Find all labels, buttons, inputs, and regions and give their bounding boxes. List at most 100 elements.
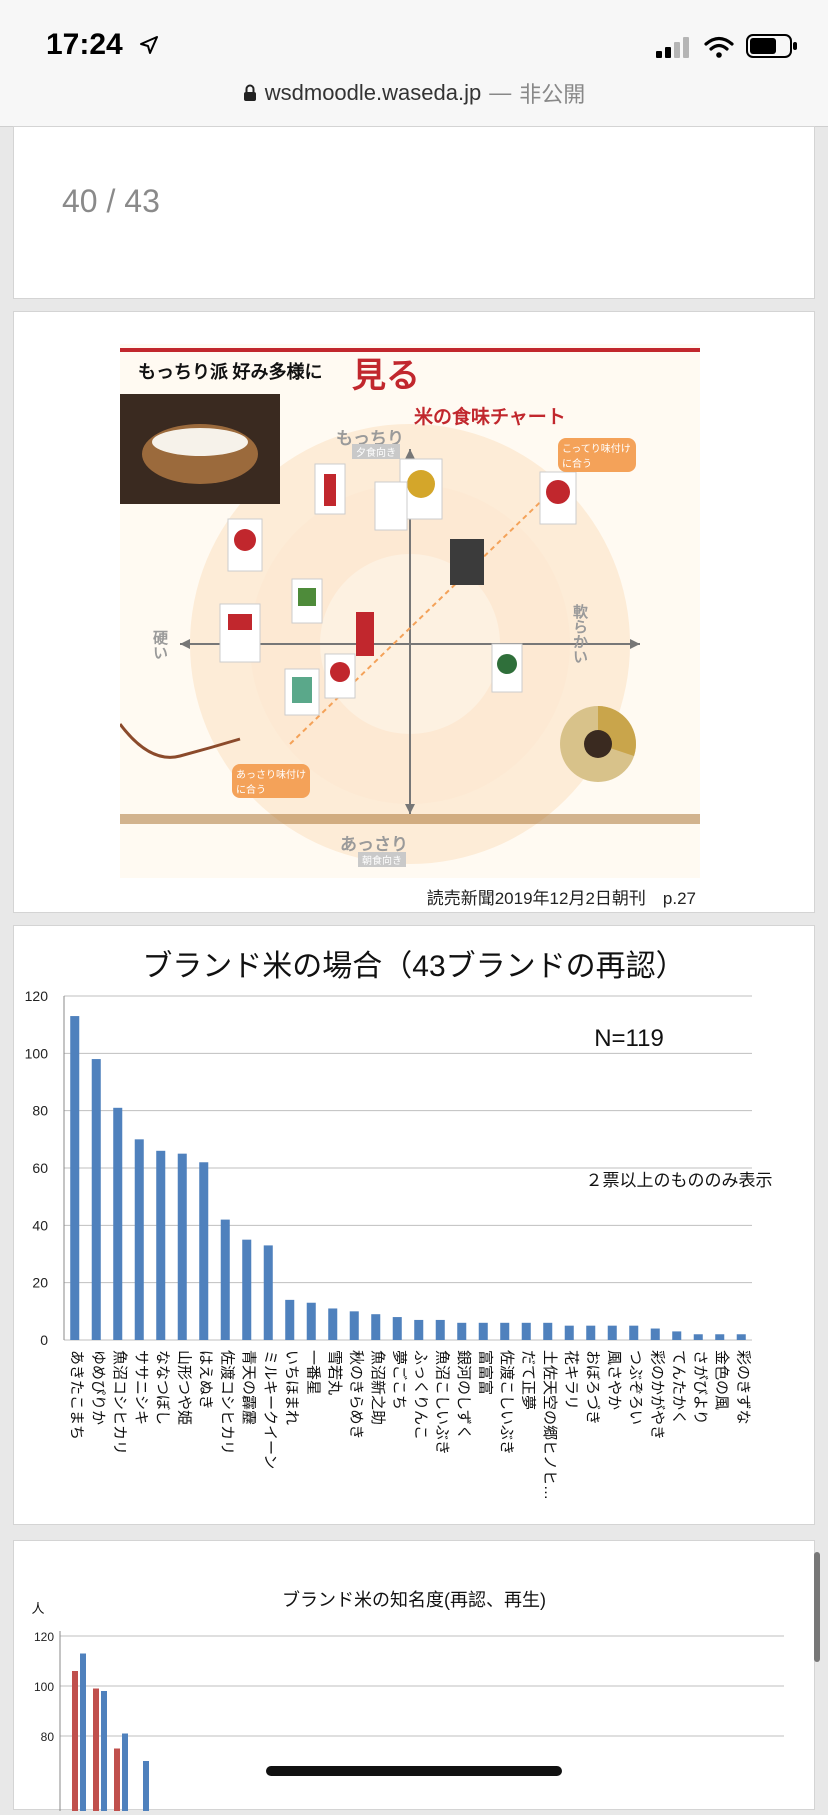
chart1-xtick-10: いちほまれ [283,1350,300,1425]
chart1-bar-0 [70,1016,80,1340]
chart1-xtick-16: ふっくりんこ [412,1350,429,1440]
page-scrollbar[interactable] [814,1552,820,1662]
chart1-xtick-25: 風さやか [605,1350,622,1410]
chart1-bar-29 [693,1334,703,1340]
chart1-xtick-31: 彩のきずな [734,1350,751,1425]
url-separator: — [489,80,512,105]
chart1-bar-15 [392,1317,402,1340]
brand-rice-awareness-chart: ブランド米の知名度(再認、再生) 人 80 100 120 [31,1589,784,1811]
lock-icon [243,84,256,101]
label-bottom-left: あっさり味付けに合う [232,764,310,798]
status-icons [656,34,798,58]
page-indicator-card: 40 / 43 [13,126,815,299]
chart1-bar-8 [242,1239,252,1340]
chart1-bar-18 [457,1322,467,1340]
chart1-bar-12 [328,1308,338,1340]
chart1-xtick-28: てんたかく [670,1350,687,1425]
axis-top-sublabel: 夕食向き [352,444,400,459]
chart1-xtick-1: ゆめぴりか [89,1350,106,1425]
chart1-bar-22 [543,1322,553,1340]
page-indicator: 40 / 43 [62,183,160,219]
chart2-series0-bar-0 [72,1671,78,1811]
chart1-bar-24 [586,1325,596,1340]
chart1-xtick-8: 青天の霹靂 [240,1350,257,1425]
chart1-bar-26 [629,1325,639,1340]
brand-rice-chart-card: ブランド米の場合（43ブランドの再認） 0 20 40 60 80 100 120 あきたこまち… [13,925,815,1525]
chart1-bar-11 [306,1302,316,1340]
chart1-bar-21 [521,1322,531,1340]
chart1-ytick-1: 20 [32,1275,48,1291]
chart1-bar-16 [414,1319,424,1340]
chart1-bar-28 [672,1331,682,1340]
chart1-bar-2 [113,1107,123,1340]
chart1-bar-5 [177,1153,187,1340]
chart1-xtick-22: 土佐天空の郷ヒノヒ… [541,1350,558,1500]
wifi-icon [704,36,734,58]
chart1-bar-30 [715,1334,725,1340]
chart2-ytick-1: 100 [34,1680,54,1694]
chart1-xtick-18: 銀河のしずく [455,1350,472,1440]
chart1-bar-31 [736,1334,746,1340]
chart1-bar-4 [156,1150,166,1340]
chart1-xtick-6: はえぬき [197,1350,214,1410]
chart1-bar-10 [285,1299,295,1340]
chart1-xtick-0: あきたこまち [68,1350,85,1440]
chart1-bar-13 [349,1311,359,1340]
chart1-xtick-24: おぼろづき [584,1350,601,1425]
brand-rice-awareness-card: ブランド米の知名度(再認、再生) 人 80 100 120 [13,1540,815,1811]
chart1-xtick-23: 花キラリ [562,1350,579,1410]
chart1-ytick-2: 40 [32,1217,48,1233]
newspaper-chart-graphic [120,344,700,878]
home-indicator[interactable] [266,1766,562,1776]
chart1-ytick-0: 0 [40,1332,48,1348]
chart1-bar-17 [435,1319,445,1340]
chart1-xtick-9: ミルキークイーン [261,1350,278,1469]
battery-icon [746,34,797,58]
axis-bottom-label: あっさり [340,835,408,855]
axis-left-label: 硬い [151,630,169,660]
chart1-xtick-20: 佐渡こしいぶき [498,1350,515,1455]
newspaper-title-mark: 見る [352,358,420,395]
chart1-bar-3 [134,1139,144,1340]
chart1-bar-9 [263,1245,273,1340]
chart1-xtick-11: 一番星 [304,1350,321,1395]
axis-right-label: 軟らかい [571,604,589,664]
chart1-title: ブランド米の場合（43ブランドの再認） [142,950,685,983]
newspaper-caption: 読売新聞2019年12月2日朝刊 p.27 [426,889,696,908]
chart1-bar-27 [650,1328,660,1340]
chart1-xtick-12: 雪若丸 [326,1350,343,1395]
newspaper-chart-title: 米の食味チャート [414,407,566,428]
chart2-series1-bar-1 [101,1691,107,1811]
privacy-label: 非公開 [519,82,586,107]
label-top-right: こってり味付けに合う [558,438,636,472]
chart1-annotation-n: N=119 [594,1025,664,1052]
cellular-signal-icon [656,37,689,58]
chart1-xtick-29: さがびより [691,1350,708,1425]
chart2-ytick-0: 80 [41,1730,55,1744]
chart1-xtick-27: 彩のかがやき [648,1350,665,1440]
chart1-xtick-15: 夢ごこち [390,1350,407,1410]
newspaper-slide: もっちり派 好み多様に 見る 米の食味チャート もっちり 夕食向き あっさり 朝… [13,311,815,913]
chart1-bar-25 [607,1325,617,1340]
chart1-bar-14 [371,1314,381,1340]
chart1-bar-23 [564,1325,574,1340]
chart2-series1-bar-2 [122,1733,128,1811]
chart1-ytick-3: 60 [32,1160,48,1176]
chart1-xtick-30: 金色の風 [713,1350,730,1410]
chart1-bar-6 [199,1162,209,1340]
chart1-xtick-4: ななつぼし [154,1350,171,1425]
chart2-ytick-2: 120 [34,1630,54,1644]
chart1-xtick-14: 魚沼新之助 [369,1350,386,1425]
url-text: wsdmoodle.waseda.jp [264,80,482,105]
chart1-ytick-4: 80 [32,1103,48,1119]
chart1-bar-7 [220,1219,230,1340]
status-bar: 17:24 [0,0,828,61]
chart2-series0-bar-2 [114,1748,120,1811]
chart1-xtick-3: ササニシキ [132,1350,149,1425]
chart1-xtick-7: 佐渡コシヒカリ [218,1350,235,1455]
address-bar[interactable]: wsdmoodle.waseda.jp — 非公開 [0,60,828,127]
brand-rice-bar-chart: ブランド米の場合（43ブランドの再認） 0 20 40 60 80 100 120 あきたこまち… [25,950,773,1500]
chart2-series1-bar-3 [143,1761,149,1811]
chart1-xtick-21: だて正夢 [519,1350,536,1410]
chart1-bar-20 [500,1322,510,1340]
